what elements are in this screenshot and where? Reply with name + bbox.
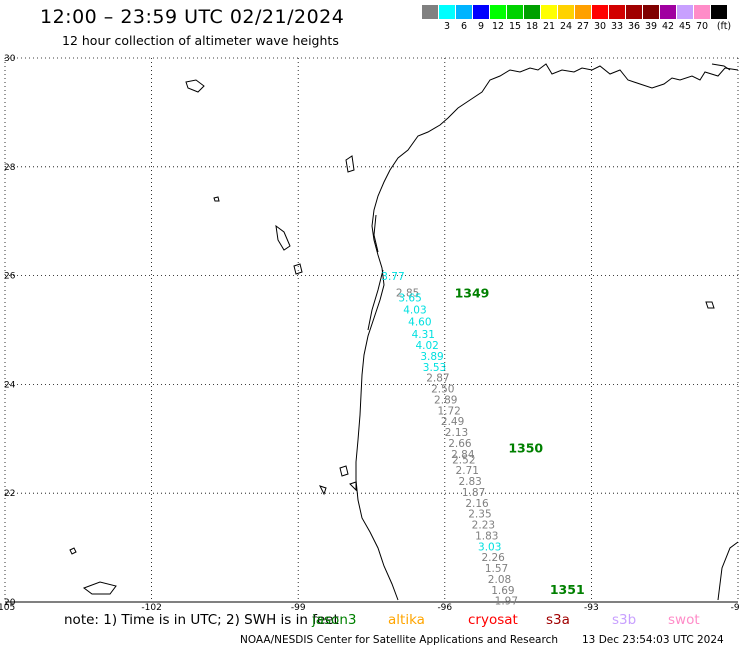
pass-labels: 1349 1350 1351 [455,285,585,596]
swh-value: 2.85 [396,287,419,299]
swh-value: 1.57 [485,563,508,575]
lat-tick-label: 22 [4,489,15,499]
swh-value: 2.23 [472,520,495,532]
pass-number-label: 1350 [508,440,543,455]
color-scale-label: 18 [525,21,539,32]
pass-number-label: 1349 [455,285,490,300]
swh-value: 2.13 [445,427,468,439]
swh-value: 2.16 [465,498,489,510]
swh-value: 3.53 [423,362,446,374]
color-swatch [490,5,506,19]
swh-value: 1.72 [437,405,460,417]
pass-number-label: 1351 [550,582,585,597]
swh-value: 1.83 [475,530,498,542]
color-scale-label: 12 [491,21,505,32]
swh-value: 4.02 [415,340,438,352]
color-scale-label: 45 [678,21,692,32]
swh-value: 2.66 [448,438,472,450]
lon-tick-label: -93 [584,603,599,613]
color-scale-label: 6 [460,21,468,32]
swh-value: 2.26 [481,552,505,564]
swh-value: 1.87 [462,487,485,499]
lon-tick-label: -99 [291,603,306,613]
color-scale-label: 27 [576,21,590,32]
satellite-legend-item: jason3 [312,612,357,628]
lon-tick-label: -102 [141,603,161,613]
color-swatch [677,5,693,19]
swh-value: 3.65 [398,293,421,305]
color-scale-label: 3 [443,21,451,32]
color-scale-label: 30 [593,21,607,32]
color-swatch [575,5,591,19]
color-swatch [660,5,676,19]
color-swatch [558,5,574,19]
swh-value: 2.50 [431,384,454,396]
color-scale-label: 39 [644,21,658,32]
swh-value: 2.08 [488,574,511,586]
coastline [69,63,739,601]
color-swatch [507,5,523,19]
swh-value: 2.84 [451,449,475,461]
color-scale-unit: (ft) [716,21,732,32]
satellite-legend-item: cryosat [468,612,518,628]
color-swatch [524,5,540,19]
color-swatch [592,5,608,19]
swh-value: 2.35 [468,509,491,521]
color-swatch [711,5,727,19]
credit-text: NOAA/NESDIS Center for Satellite Applica… [240,634,558,646]
satellite-legend-item: s3a [546,612,570,628]
color-swatch [541,5,557,19]
color-scale-label: 9 [477,21,485,32]
color-scale-label: 24 [559,21,573,32]
swh-value: 3.89 [420,351,443,363]
swh-value: 3.77 [381,271,404,283]
color-swatch [439,5,455,19]
lat-tick-label: 24 [4,380,16,390]
lat-tick-label: 20 [4,598,16,608]
lon-tick-label: -105 [0,603,15,613]
swh-value: 1.97 [495,596,518,608]
page-title: 12:00 – 23:59 UTC 02/21/2024 [40,6,345,28]
color-swatch [473,5,489,19]
swh-value: 2.71 [456,465,479,477]
satellite-legend-item: s3b [612,612,637,628]
swh-value: 1.69 [491,585,514,597]
footer-note: note: 1) Time is in UTC; 2) SWH is in fe… [64,612,339,628]
satellite-legend-item: swot [668,612,700,628]
satellite-legend-item: altika [388,612,425,628]
color-scale-label: 70 [695,21,709,32]
lon-tick-label: -96 [437,603,452,613]
swh-value: 4.03 [403,305,426,317]
color-scale-label: 15 [508,21,522,32]
axis-tick-labels: -105 -102 -99 -96 -93 -90 30 28 26 24 22 20 [0,54,740,613]
color-swatch [626,5,642,19]
swh-value: 2.87 [426,373,449,385]
swh-value: 2.49 [441,416,464,428]
color-swatch [422,5,438,19]
lat-tick-label: 30 [4,54,16,64]
color-scale-label: 42 [661,21,675,32]
swh-value: 4.60 [408,317,431,329]
color-swatch [456,5,472,19]
swh-value: 2.52 [452,454,475,466]
lat-lon-grid [4,57,739,603]
color-swatch [609,5,625,19]
lat-tick-label: 26 [4,272,16,282]
color-scale-label: 33 [610,21,624,32]
color-scale-label: 21 [542,21,556,32]
swh-value: 2.89 [434,394,457,406]
color-swatch [694,5,710,19]
color-scale-label: 36 [627,21,641,32]
lon-tick-label: -90 [731,603,740,613]
swh-value: 4.31 [412,329,435,341]
page-subtitle: 12 hour collection of altimeter wave hei… [62,33,339,48]
color-swatch [643,5,659,19]
swh-value: 3.03 [478,541,501,553]
generated-timestamp: 13 Dec 23:54:03 UTC 2024 [582,634,724,646]
lat-tick-label: 28 [4,163,16,173]
swh-value: 2.83 [458,476,481,488]
observation-values: 3.77 2.853.654.034.604.314.023.893.532.87… [381,271,518,608]
